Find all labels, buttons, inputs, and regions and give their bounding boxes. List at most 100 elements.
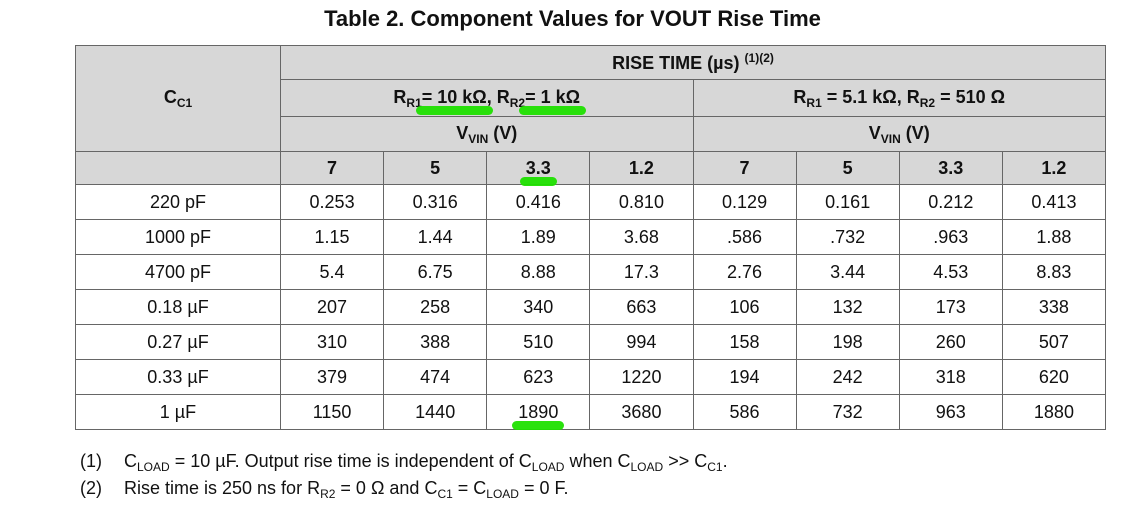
table-row: 0.33 µF 379 474 623 1220 194 242 318 620 [75, 359, 1107, 395]
group1-r1-value-highlighted: = 10 kΩ [415, 86, 493, 115]
value-cell: 3680 [589, 394, 694, 430]
group1-r1-main: R [393, 86, 407, 107]
value-cell: 0.316 [383, 184, 488, 220]
vvin-sub: VIN [468, 131, 489, 146]
cc1-highlight: 1 µF [153, 401, 203, 422]
vvin-header-2: VVIN (V) [692, 116, 1106, 152]
table-title: Table 2. Component Values for VOUT Rise … [324, 6, 821, 31]
group2-r1-main: R [793, 86, 807, 107]
value-cell: 620 [1001, 359, 1107, 395]
value-cell: 1.88 [1001, 219, 1107, 255]
value-cell: 207 [279, 289, 385, 325]
value-cell: 3.68 [589, 219, 694, 255]
value-cell: 586 [692, 394, 797, 430]
note-part: >> C [663, 451, 708, 471]
value-cell: .732 [795, 219, 900, 255]
note-part: = C [452, 478, 487, 498]
cc1-header-sub: C1 [176, 96, 193, 110]
note-part: Rise time is 250 ns for R [124, 478, 321, 498]
note-sub: C1 [437, 487, 453, 501]
value-cell: 510 [486, 324, 591, 360]
value-cell: 0.253 [279, 184, 385, 220]
footnote-2: (2) Rise time is 250 ns for RR2 = 0 Ω an… [80, 478, 728, 505]
value-cell: 158 [692, 324, 797, 360]
value-cell: 106 [692, 289, 797, 325]
value-cell: 173 [898, 289, 1003, 325]
value-cell: 1.15 [279, 219, 385, 255]
voltage-header: 7 [692, 151, 797, 185]
table-row: 1 µF 1150 1440 1890 3680 586 732 963 1880 [75, 394, 1107, 430]
value-cell: 310 [279, 324, 385, 360]
cc1-cell: 1000 pF [75, 219, 281, 255]
cc1-cell: 0.27 µF [75, 324, 281, 360]
value-cell: 1880 [1001, 394, 1107, 430]
footnote-text: Rise time is 250 ns for RR2 = 0 Ω and CC… [124, 478, 569, 505]
rise-time-footnote-ref: (1)(2) [744, 51, 774, 65]
rise-time-header: RISE TIME (µs) (1)(2) [280, 45, 1106, 80]
group2-r1-value: = 5.1 kΩ [821, 86, 897, 107]
cc1-header: CC1 [75, 45, 281, 152]
value-cell: 0.161 [795, 184, 900, 220]
voltage-header: 3.3 [898, 151, 1003, 185]
note-part: = 10 µF. Output rise time is independent… [169, 451, 532, 471]
voltage-header-highlighted: 3.3 [486, 151, 591, 186]
value-cell: .963 [898, 219, 1003, 255]
value-cell: 732 [795, 394, 900, 430]
group1-r2-value-highlighted: = 1 kΩ [519, 86, 587, 115]
table-row: 0.27 µF 310 388 510 994 158 198 260 507 [75, 324, 1107, 360]
cc1-cell: 0.33 µF [75, 359, 281, 395]
note-sub: C1 [707, 460, 723, 474]
group2-r2-sub: R2 [919, 95, 936, 110]
component-values-table: CC1 RISE TIME (µs) (1)(2) RR1 = 10 kΩ, R… [75, 45, 1107, 430]
voltage-header: 5 [795, 151, 900, 185]
value-cell: 5.4 [279, 254, 385, 290]
value-cell: 1440 [383, 394, 488, 430]
note-part: . [722, 451, 728, 471]
value-cell: 8.88 [486, 254, 591, 290]
value-cell: 379 [279, 359, 385, 395]
value-cell: 2.76 [692, 254, 797, 290]
footnote-1: (1) CLOAD = 10 µF. Output rise time is i… [80, 451, 728, 478]
voltage-header: 7 [279, 151, 385, 185]
note-part: = 0 F. [518, 478, 569, 498]
value-cell: 1150 [279, 394, 385, 430]
value-cell: 194 [692, 359, 797, 395]
value-cell: 663 [589, 289, 694, 325]
footnote-number: (2) [80, 478, 102, 498]
note-sub: LOAD [630, 460, 664, 474]
group2-r2-value: = 510 Ω [935, 86, 1006, 107]
vvin-header-1: VVIN (V) [280, 116, 694, 152]
footnote-number: (1) [80, 451, 102, 471]
value-cell: 0.416 [486, 184, 591, 220]
value-cell: 1.89 [486, 219, 591, 255]
cc1-header-main: C [163, 87, 177, 107]
value-cell: 1220 [589, 359, 694, 395]
value-cell: 3.44 [795, 254, 900, 290]
table-row: 220 pF 0.253 0.316 0.416 0.810 0.129 0.161 0.21… [75, 184, 1107, 220]
cc1-cell: 4700 pF [75, 254, 281, 290]
value-cell: 4.53 [898, 254, 1003, 290]
value-cell: 258 [383, 289, 488, 325]
table-row: 0.18 µF 207 258 340 663 106 132 173 338 [75, 289, 1107, 325]
note-sub: LOAD [486, 487, 519, 501]
footnote-text: CLOAD = 10 µF. Output rise time is indep… [124, 451, 728, 478]
value-cell: 623 [486, 359, 591, 395]
voltage-highlight: 3.3 [519, 157, 557, 186]
value-cell: 17.3 [589, 254, 694, 290]
resistor-group-1-header: RR1 = 10 kΩ, RR2 = 1 kΩ [280, 79, 694, 117]
value-cell: 260 [898, 324, 1003, 360]
value-cell: 6.75 [383, 254, 488, 290]
value-cell: 0.129 [692, 184, 797, 220]
value-cell: 0.810 [589, 184, 694, 220]
value-cell: 198 [795, 324, 900, 360]
value-cell: .586 [692, 219, 797, 255]
table-row: 1000 pF 1.15 1.44 1.89 3.68.586.732.963 1.88 [75, 219, 1107, 255]
note-part: = 0 Ω and C [335, 478, 438, 498]
group2-r1-sub: R1 [806, 95, 822, 110]
cc1-cell: 220 pF [75, 184, 281, 220]
vvin-main: V [456, 122, 469, 143]
cc1-cell: 0.18 µF [75, 289, 281, 325]
value-cell: 242 [795, 359, 900, 395]
value-cell: 388 [383, 324, 488, 360]
group2-r2-main: R [906, 86, 920, 107]
